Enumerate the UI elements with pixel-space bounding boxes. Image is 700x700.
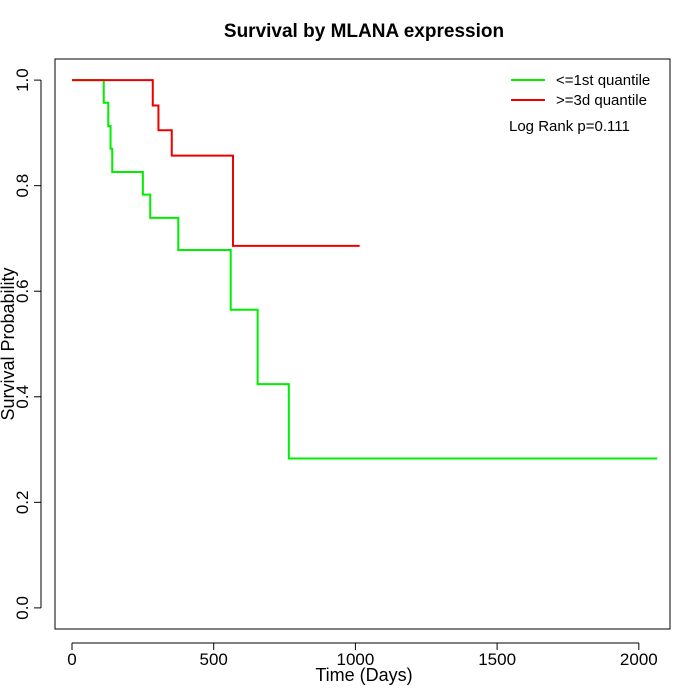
x-axis-label: Time (Days) <box>315 665 412 685</box>
series-group <box>72 79 658 460</box>
x-tick-label: 2000 <box>620 650 658 669</box>
y-tick-label: 0.4 <box>13 385 32 409</box>
legend-label-2: >=3d quantile <box>556 92 647 109</box>
survival-curve-2 <box>72 79 360 247</box>
chart-title: Survival by MLANA expression <box>224 21 504 42</box>
legend: <=1st quantile >=3d quantile <box>511 72 650 109</box>
y-tick-label: 0.2 <box>13 491 32 515</box>
y-tick-label: 0.8 <box>13 174 32 198</box>
x-tick-label: 1000 <box>337 650 375 669</box>
x-tick-label: 500 <box>200 650 228 669</box>
log-rank-annotation: Log Rank p=0.111 <box>509 118 630 135</box>
plot-frame <box>54 58 671 630</box>
x-tick-label: 0 <box>67 650 76 669</box>
legend-label-1: <=1st quantile <box>556 72 650 89</box>
y-axis: 0.0 0.2 0.4 0.6 0.8 1.0 <box>13 68 42 620</box>
survival-curve-1 <box>72 79 658 460</box>
y-axis-label: Survival Probability <box>0 267 18 420</box>
y-tick-label: 1.0 <box>13 68 32 92</box>
y-tick-label: 0.0 <box>13 596 32 620</box>
y-tick-label: 0.6 <box>13 279 32 303</box>
x-axis: 0 500 1000 1500 2000 <box>67 642 658 669</box>
x-tick-label: 1500 <box>478 650 516 669</box>
